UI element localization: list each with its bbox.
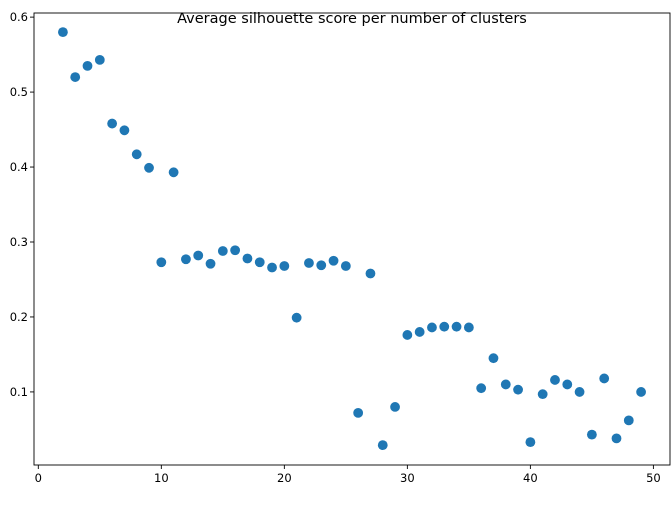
data-point — [254, 257, 265, 268]
chart-title: Average silhouette score per number of c… — [177, 11, 527, 27]
data-point — [328, 255, 339, 266]
data-point — [488, 353, 499, 364]
y-tick-label: 0.5 — [10, 85, 28, 99]
x-tick-label: 30 — [400, 471, 415, 485]
data-point — [70, 72, 81, 82]
data-point — [131, 149, 142, 160]
data-point — [476, 383, 487, 394]
data-point — [513, 384, 523, 395]
plot-frame — [33, 12, 671, 466]
y-tick-label: 0.1 — [10, 385, 28, 399]
data-point — [623, 415, 634, 426]
data-point — [291, 312, 302, 323]
y-tick-label: 0.3 — [10, 235, 28, 249]
data-point — [599, 373, 610, 384]
data-point — [500, 379, 511, 390]
y-tick-label: 0.4 — [10, 160, 28, 174]
y-tick-label: 0.6 — [10, 10, 28, 24]
data-point — [94, 54, 105, 65]
data-point — [574, 387, 585, 397]
data-point — [144, 162, 154, 173]
data-point — [340, 261, 351, 271]
data-point — [242, 253, 253, 264]
data-point — [181, 254, 191, 265]
data-point — [58, 27, 68, 38]
data-point — [82, 60, 93, 71]
x-tick-label: 40 — [523, 471, 538, 485]
x-tick-label: 20 — [277, 471, 292, 485]
data-point — [427, 322, 437, 333]
x-tick-label: 0 — [35, 471, 42, 485]
data-point — [279, 261, 290, 271]
data-point — [586, 429, 597, 440]
data-point — [439, 321, 450, 332]
y-tick-label: 0.2 — [10, 310, 28, 324]
data-point — [304, 258, 314, 268]
data-point — [390, 402, 400, 412]
data-point — [156, 257, 167, 268]
data-point — [365, 268, 376, 279]
data-point — [217, 246, 228, 256]
data-point — [205, 258, 216, 269]
x-axis: 0 10 20 30 40 50 — [35, 465, 661, 485]
y-axis: 0.1 0.2 0.3 0.4 0.5 0.6 — [10, 10, 34, 399]
data-point — [611, 433, 622, 444]
data-point — [636, 387, 646, 397]
data-point — [414, 327, 425, 337]
x-tick-label: 50 — [646, 471, 661, 485]
data-point — [107, 118, 118, 129]
data-point — [463, 322, 474, 333]
data-point — [525, 437, 536, 448]
data-point — [193, 250, 204, 261]
data-point — [550, 375, 560, 385]
data-point — [537, 389, 548, 400]
data-point — [377, 440, 388, 451]
data-point — [562, 379, 573, 390]
data-point — [451, 321, 462, 332]
data-point — [316, 260, 327, 271]
data-point — [402, 330, 413, 340]
data-points — [58, 27, 646, 451]
data-point — [230, 245, 241, 256]
data-point — [267, 262, 277, 273]
data-point — [168, 167, 179, 178]
x-tick-label: 10 — [154, 471, 169, 485]
data-point — [353, 408, 364, 418]
data-point — [119, 125, 130, 136]
